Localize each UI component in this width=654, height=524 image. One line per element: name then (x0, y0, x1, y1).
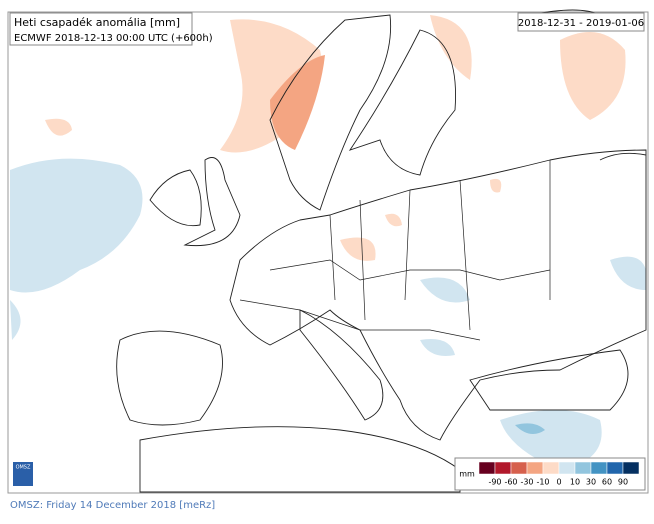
footer: OMSZ: Friday 14 December 2018 [meRz] (10, 500, 215, 511)
legend-swatch (558, 461, 576, 475)
legend-tick-label: 60 (602, 478, 612, 487)
map-subtitle: ECMWF 2018-12-13 00:00 UTC (+600h) (14, 33, 213, 44)
legend-swatch (622, 461, 640, 475)
legend-tick-label: 10 (570, 478, 580, 487)
title-box: Heti csapadék anomália [mm] ECMWF 2018-1… (9, 12, 213, 46)
legend-tick-label: 90 (618, 478, 628, 487)
legend-swatch (574, 461, 592, 475)
legend-tick-label: -10 (536, 478, 549, 487)
legend-swatch (494, 461, 512, 475)
anomaly-field (10, 15, 646, 470)
legend-tick-label: -60 (504, 478, 517, 487)
map-title: Heti csapadék anomália [mm] (14, 16, 180, 29)
logo: OMSZ (16, 465, 31, 471)
legend-swatch (510, 461, 528, 475)
legend-swatch (606, 461, 624, 475)
legend-tick-label: 30 (586, 478, 596, 487)
legend: mm -90 -60 -30 -10 0 10 30 60 90 (454, 457, 646, 491)
legend-swatch (590, 461, 608, 475)
legend-swatch (478, 461, 496, 475)
legend-tick-label: -90 (488, 478, 501, 487)
legend-swatch (526, 461, 544, 475)
logo-box (13, 462, 33, 486)
borders (239, 160, 551, 341)
legend-unit: mm (459, 470, 475, 479)
legend-swatch (542, 461, 560, 475)
period: 2018-12-31 - 2019-01-06 (518, 18, 644, 29)
legend-tick-label: 0 (556, 478, 561, 487)
period-frame (517, 12, 645, 32)
legend-tick-label: -30 (520, 478, 533, 487)
title-frame (9, 12, 193, 46)
